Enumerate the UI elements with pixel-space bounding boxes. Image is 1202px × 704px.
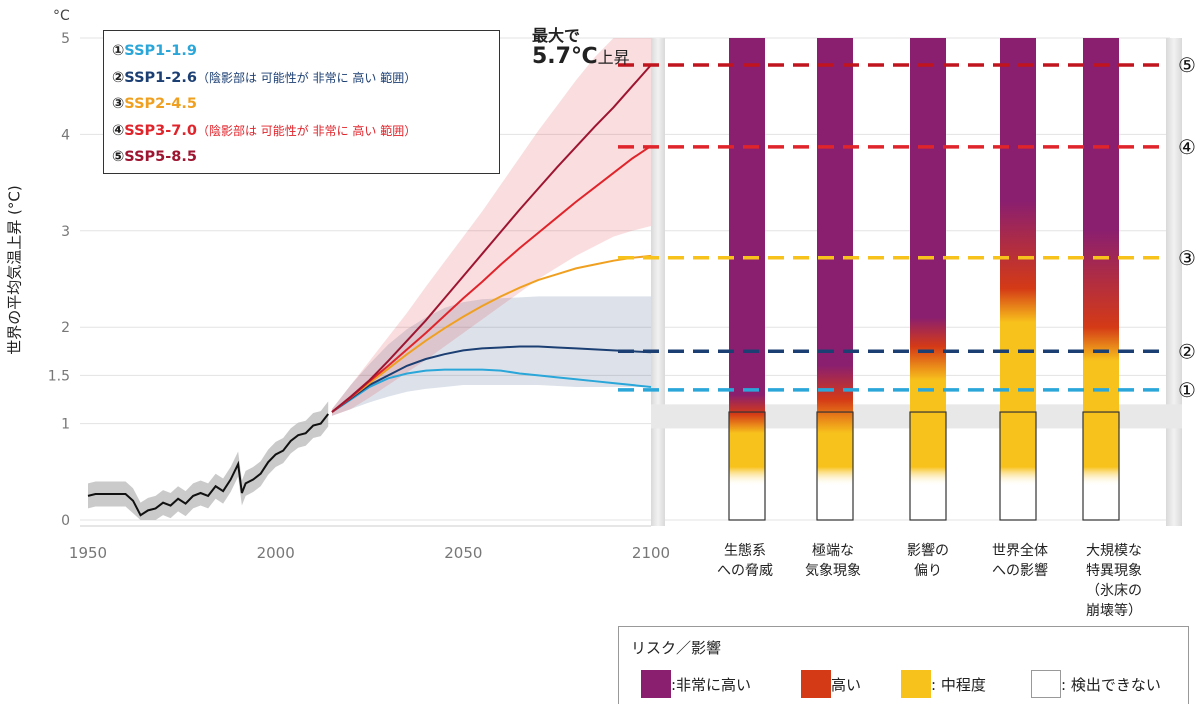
label-line: 影響の: [907, 543, 949, 559]
label-line: 生態系: [724, 543, 766, 559]
uncertainty-band: [331, 38, 651, 416]
threshold-marker: ②: [1178, 339, 1196, 363]
scenario-legend: ①SSP1-1.9 ②SSP1-2.6（陰影部は 可能性が 非常に 高い 範囲）…: [103, 30, 500, 174]
max-value-number: 5.7℃: [532, 44, 598, 69]
panel-divider: [651, 38, 665, 526]
series-line-ssp5-8-5: [331, 64, 652, 413]
legend-item-ssp1-26: ②SSP1-2.6（陰影部は 可能性が 非常に 高い 範囲）: [112, 65, 491, 92]
x-tick-label: 2050: [444, 544, 482, 562]
label-line: （氷床の: [1086, 583, 1142, 599]
legend-marker: ④: [112, 122, 125, 139]
unit-label: °C: [53, 8, 70, 24]
risk-legend: リスク／影響 :非常に高い 高い : 中程度 : 検出できない: [618, 626, 1189, 704]
risk-legend-label: 高い: [831, 675, 862, 694]
risk-bar: [1000, 38, 1036, 520]
legend-scenario-name: SSP1-2.6: [124, 69, 197, 86]
label-line: 気象現象: [805, 563, 861, 579]
legend-scenario-name: SSP3-7.0: [124, 122, 197, 139]
threshold-marker: ④: [1178, 135, 1196, 159]
y-tick-label: 1: [61, 417, 70, 433]
legend-scenario-name: SSP5-8.5: [124, 149, 197, 165]
risk-bar: [729, 38, 765, 520]
threshold-marker: ①: [1178, 378, 1196, 402]
risk-category-label-distribution: 影響の 偏り: [889, 541, 967, 581]
label-line: 極端な: [812, 543, 854, 559]
label-line: 大規模な: [1086, 543, 1142, 559]
risk-bar-outline: [728, 411, 766, 521]
risk-legend-label: :非常に高い: [671, 675, 752, 694]
y-tick-label: 5: [61, 31, 70, 47]
risk-bar-outline: [999, 411, 1037, 521]
legend-marker: ②: [112, 69, 125, 86]
legend-note: （陰影部は 可能性が 非常に 高い 範囲）: [196, 123, 417, 138]
risk-category-label-ecosystem: 生態系 への脅威: [706, 541, 784, 581]
risk-legend-medium: : 中程度: [901, 670, 986, 698]
risk-legend-undetectable: : 検出できない: [1031, 670, 1161, 698]
legend-item-ssp2-45: ③SSP2-4.5: [112, 91, 491, 118]
legend-item-ssp1-19: ①SSP1-1.9: [112, 38, 491, 65]
legend-scenario-name: SSP1-1.9: [124, 43, 197, 59]
historical-line: [87, 413, 330, 517]
series-line-ssp1-2-6: [331, 345, 652, 413]
panel-edge: [1166, 38, 1182, 526]
risk-bar: [817, 38, 853, 520]
x-tick-label: 2000: [257, 544, 295, 562]
risk-legend-high: 高い: [801, 670, 861, 698]
risk-category-label-extreme-weather: 極端な 気象現象: [794, 541, 872, 581]
y-tick-label: 0: [61, 513, 70, 529]
risk-bar-outline: [909, 411, 947, 521]
label-line: への影響: [992, 563, 1048, 579]
legend-note: （陰影部は 可能性が 非常に 高い 範囲）: [196, 70, 417, 85]
risk-bar-outline: [816, 411, 854, 521]
max-annotation-value: 5.7℃上昇: [532, 44, 630, 69]
y-tick-label: 4: [61, 127, 70, 143]
risk-bar: [1083, 38, 1119, 520]
label-line: への脅威: [717, 563, 773, 579]
risk-legend-very-high: :非常に高い: [641, 670, 751, 698]
label-line: 崩壊等）: [1086, 603, 1142, 619]
threshold-marker: ③: [1178, 246, 1196, 270]
x-tick-label: 2100: [632, 544, 670, 562]
swatch: [641, 670, 671, 698]
legend-marker: ①: [112, 43, 125, 59]
label-line: 世界全体: [992, 543, 1048, 559]
max-value-suffix: 上昇: [597, 48, 630, 67]
swatch: [1031, 670, 1061, 698]
risk-bar-outline: [1082, 411, 1120, 521]
label-line: 偏り: [914, 563, 942, 579]
x-tick-label: 1950: [69, 544, 107, 562]
max-annotation-line1: 最大で: [532, 26, 581, 45]
historical-range-band: [88, 401, 329, 520]
risk-category-label-large-scale: 大規模な 特異現象 （氷床の 崩壊等）: [1075, 541, 1153, 621]
label-line: 特異現象: [1086, 563, 1142, 579]
swatch: [901, 670, 931, 698]
series-line-ssp3-7-0: [331, 145, 652, 413]
risk-legend-label: : 検出できない: [1061, 675, 1161, 694]
risk-bar: [910, 38, 946, 520]
series-line-ssp2-4-5: [331, 254, 652, 413]
swatch: [801, 670, 831, 698]
legend-item-ssp5-85: ⑤SSP5-8.5: [112, 144, 491, 171]
risk-category-label-global: 世界全体 への影響: [981, 541, 1059, 581]
legend-item-ssp3-70: ④SSP3-7.0（陰影部は 可能性が 非常に 高い 範囲）: [112, 118, 491, 145]
y-tick-label: 2: [61, 320, 70, 336]
uncertainty-band: [331, 296, 651, 416]
series-line-ssp1-1-9: [331, 368, 652, 413]
risk-legend-title: リスク／影響: [631, 639, 722, 657]
y-axis-title: 世界の平均気温上昇 (°C): [5, 185, 24, 355]
y-tick-label: 3: [61, 224, 70, 240]
threshold-marker: ⑤: [1178, 53, 1196, 77]
legend-marker: ③: [112, 96, 125, 112]
legend-scenario-name: SSP2-4.5: [124, 96, 197, 112]
y-tick-label: 1.5: [48, 368, 70, 384]
legend-marker: ⑤: [112, 149, 125, 165]
risk-legend-label: : 中程度: [931, 675, 986, 694]
